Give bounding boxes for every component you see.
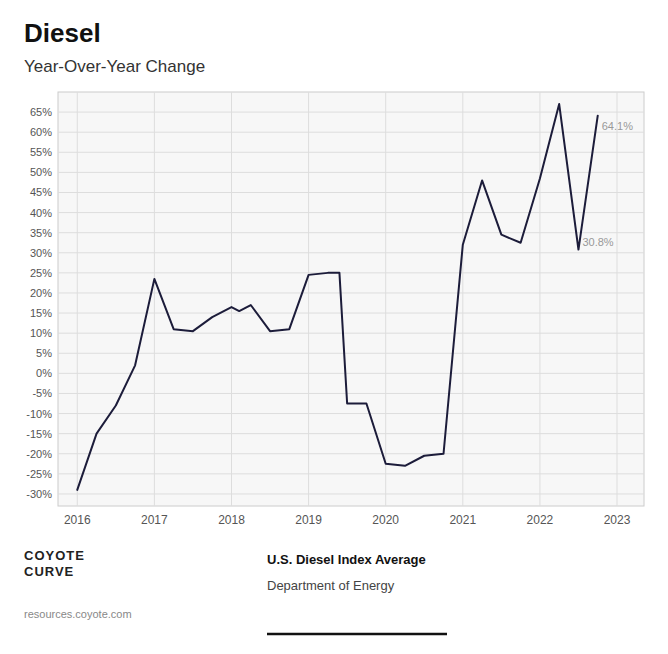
y-tick-label: -25% <box>26 468 52 480</box>
y-tick-label: 20% <box>30 287 52 299</box>
y-grid-line <box>58 252 644 253</box>
chart: DieselYear-Over-Year Change-30%-25%-20%-… <box>0 0 668 654</box>
y-tick-label: 60% <box>30 126 52 138</box>
x-grid-line <box>308 92 309 506</box>
x-grid-line <box>154 92 155 506</box>
y-tick-label: -20% <box>26 448 52 460</box>
grid <box>58 92 644 506</box>
y-tick-label: 65% <box>30 106 52 118</box>
y-grid-line <box>58 353 644 354</box>
x-grid-line <box>539 92 540 506</box>
y-grid-line <box>58 453 644 454</box>
footer-url: resources.coyote.com <box>24 608 132 620</box>
annotation: 30.8% <box>582 236 613 248</box>
annotation: 64.1% <box>602 120 633 132</box>
y-grid-line <box>58 132 644 133</box>
y-grid-line <box>58 152 644 153</box>
y-tick-label: -10% <box>26 408 52 420</box>
marks <box>77 104 597 490</box>
y-grid-line <box>58 333 644 334</box>
x-tick-label: 2023 <box>604 513 631 527</box>
y-grid-line <box>58 192 644 193</box>
y-tick-label: 30% <box>30 247 52 259</box>
source-detail: Department of Energy <box>267 578 395 593</box>
plot-frame <box>58 92 644 506</box>
y-grid-line <box>58 393 644 394</box>
y-tick-label: 45% <box>30 186 52 198</box>
footer-rule <box>267 633 447 636</box>
y-tick-label: 0% <box>36 367 52 379</box>
y-grid-line <box>58 373 644 374</box>
y-grid-line <box>58 493 644 494</box>
y-grid-line <box>58 172 644 173</box>
x-grid-line <box>617 92 618 506</box>
y-grid-line <box>58 413 644 414</box>
x-tick-label: 2022 <box>527 513 554 527</box>
y-tick-label: 50% <box>30 166 52 178</box>
y-tick-label: 5% <box>36 347 52 359</box>
y-tick-label: 25% <box>30 267 52 279</box>
footer: COYOTECURVE resources.coyote.com U.S. Dies… <box>24 548 447 634</box>
y-grid-line <box>58 292 644 293</box>
logo-text: COYOTE <box>24 548 85 563</box>
x-tick-label: 2016 <box>64 513 91 527</box>
y-grid-line <box>58 473 644 474</box>
source: U.S. Diesel Index Average <box>267 552 426 567</box>
y-grid-line <box>58 212 644 213</box>
y-tick-label: 15% <box>30 307 52 319</box>
x-tick-label: 2018 <box>218 513 245 527</box>
x-tick-label: 2019 <box>295 513 322 527</box>
x-tick-label: 2017 <box>141 513 168 527</box>
y-grid-line <box>58 433 644 434</box>
x-tick-label: 2021 <box>449 513 476 527</box>
x-grid-line <box>462 92 463 506</box>
y-tick-label: 35% <box>30 227 52 239</box>
x-grid-line <box>77 92 78 506</box>
line <box>77 104 597 490</box>
x-tick-label: 2020 <box>372 513 399 527</box>
y-tick-label: 10% <box>30 327 52 339</box>
y-tick-label: -15% <box>26 428 52 440</box>
annotations: 64.1% 30.8% <box>582 120 633 248</box>
y-grid-line <box>58 232 644 233</box>
x-grid-line <box>231 92 232 506</box>
y-tick-label: -5% <box>32 387 52 399</box>
y-tick-label: 55% <box>30 146 52 158</box>
title: Diesel <box>24 18 101 48</box>
axes: -30% -25% -20% -15% -10% -5% 0% 5% 10% 15% 20% 25% 3… <box>26 106 630 527</box>
y-grid-line <box>58 272 644 273</box>
x-grid-line <box>385 92 386 506</box>
subtitle: Year-Over-Year Change <box>24 57 205 76</box>
y-tick-label: -30% <box>26 488 52 500</box>
y-tick-label: 40% <box>30 207 52 219</box>
logo-text: CURVE <box>24 564 74 579</box>
